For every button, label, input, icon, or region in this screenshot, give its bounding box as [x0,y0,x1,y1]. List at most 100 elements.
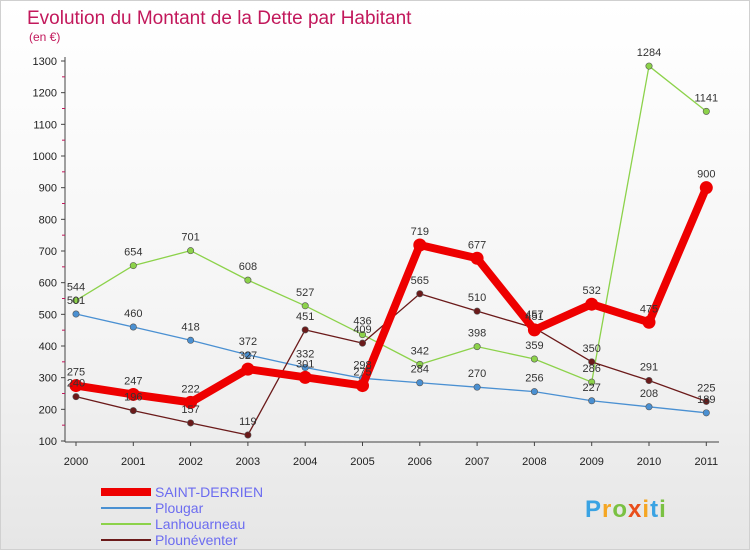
series-lanhouarneau [72,62,710,386]
data-point [645,403,653,411]
data-label: 409 [353,324,371,336]
x-tick-label: 2002 [178,456,202,468]
series-line [75,65,707,383]
legend-label: Plougar [155,500,204,516]
y-tick-label: 800 [39,214,57,226]
y-tick-label: 1200 [33,88,57,100]
data-label: 527 [296,287,314,299]
data-label: 677 [468,239,486,251]
data-label: 301 [296,358,314,370]
data-point [72,393,80,401]
series-line [75,313,707,414]
data-point [298,370,312,384]
data-label: 719 [411,226,429,238]
data-point [473,307,481,315]
data-label: 225 [697,382,715,394]
y-tick-label: 1300 [33,56,57,68]
data-point [72,310,80,318]
legend-label: Lanhouarneau [155,516,245,532]
data-label: 436 [353,316,371,328]
x-tick-label: 2006 [408,456,432,468]
x-tick-label: 2007 [465,456,489,468]
data-point [416,379,424,387]
data-label: 460 [124,308,142,320]
data-label: 332 [296,349,314,361]
data-point [699,181,713,195]
data-label: 119 [239,416,257,428]
data-point [702,409,710,417]
y-tick-label: 600 [39,278,57,290]
data-point [358,339,366,347]
data-point [301,326,309,334]
data-label: 510 [468,292,486,304]
data-point [642,315,656,329]
data-point [530,355,538,363]
data-label: 475 [640,303,658,315]
data-label: 270 [468,368,486,380]
data-label: 189 [697,394,715,406]
data-point [645,62,653,70]
data-point [702,397,710,405]
y-tick-label: 400 [39,341,57,353]
data-label: 532 [583,285,601,297]
data-point [588,358,596,366]
data-point [473,343,481,351]
data-label: 501 [67,295,85,307]
x-tick-label: 2008 [522,456,546,468]
data-label: 275 [67,367,85,379]
data-point [588,378,596,386]
logo-letter: r [602,496,612,523]
series-layer [69,62,713,439]
data-label: 1141 [694,92,718,104]
data-label: 457 [525,309,543,321]
data-point [129,262,137,270]
data-label: 900 [697,169,715,181]
data-label: 359 [525,340,543,352]
chart-title: Evolution du Montant de la Dette par Hab… [27,8,412,29]
data-label: 398 [468,328,486,340]
y-tick-label: 900 [39,183,57,195]
data-label: 222 [181,383,199,395]
data-point [301,364,309,372]
x-tick-label: 2009 [579,456,603,468]
data-label: 701 [181,232,199,244]
data-label: 227 [583,382,601,394]
data-label: 196 [124,392,142,404]
y-tick-label: 100 [39,436,57,448]
logo-letter: P [585,496,602,523]
data-label: 240 [67,378,85,390]
data-label: 418 [181,321,199,333]
data-label: 286 [583,363,601,375]
data-label: 451 [525,311,543,323]
data-point [69,379,83,393]
proxiti-logo: Proxiti [585,496,667,523]
data-label: 291 [640,362,658,374]
y-tick-label: 300 [39,373,57,385]
legend-label: Plounéventer [155,532,238,548]
data-point [470,251,484,265]
data-label: 565 [411,275,429,287]
data-label: 298 [353,359,371,371]
data-point [473,383,481,391]
series-saint-derrien [69,181,713,409]
data-point [301,302,309,310]
data-label: 157 [181,404,199,416]
y-tick-label: 1000 [33,151,57,163]
data-point [588,397,596,405]
data-point [356,379,369,393]
y-tick-label: 700 [39,246,57,258]
data-point [585,297,599,311]
y-tick-label: 500 [39,309,57,321]
data-point [241,362,255,376]
data-point [530,388,538,396]
logo-letter: i [659,496,667,523]
series-line [72,183,711,407]
data-point [129,407,137,415]
data-point [244,276,252,284]
legend: SAINT-DERRIENPlougarLanhouarneauPlounéve… [101,484,263,548]
data-point [187,247,195,255]
data-point [129,323,137,331]
data-point [187,336,195,344]
x-tick-label: 2000 [64,456,88,468]
